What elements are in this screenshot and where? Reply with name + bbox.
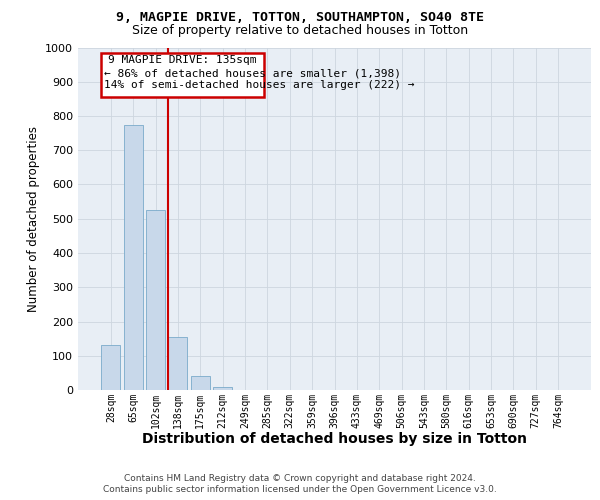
Bar: [213, 386, 232, 390]
Text: Size of property relative to detached houses in Totton: Size of property relative to detached ho…: [132, 24, 468, 37]
Y-axis label: Number of detached properties: Number of detached properties: [26, 126, 40, 312]
Text: 14% of semi-detached houses are larger (222) →: 14% of semi-detached houses are larger (…: [104, 80, 415, 90]
Bar: [191, 376, 210, 390]
Bar: [146, 210, 165, 390]
Text: Distribution of detached houses by size in Totton: Distribution of detached houses by size …: [142, 432, 527, 446]
Text: Contains HM Land Registry data © Crown copyright and database right 2024.: Contains HM Land Registry data © Crown c…: [124, 474, 476, 483]
Text: 9, MAGPIE DRIVE, TOTTON, SOUTHAMPTON, SO40 8TE: 9, MAGPIE DRIVE, TOTTON, SOUTHAMPTON, SO…: [116, 11, 484, 24]
Text: ← 86% of detached houses are smaller (1,398): ← 86% of detached houses are smaller (1,…: [104, 68, 401, 78]
Text: Contains public sector information licensed under the Open Government Licence v3: Contains public sector information licen…: [103, 485, 497, 494]
Bar: [101, 346, 121, 390]
Bar: [124, 124, 143, 390]
Text: 9 MAGPIE DRIVE: 135sqm: 9 MAGPIE DRIVE: 135sqm: [108, 55, 257, 65]
Bar: [101, 52, 264, 97]
Bar: [169, 337, 187, 390]
